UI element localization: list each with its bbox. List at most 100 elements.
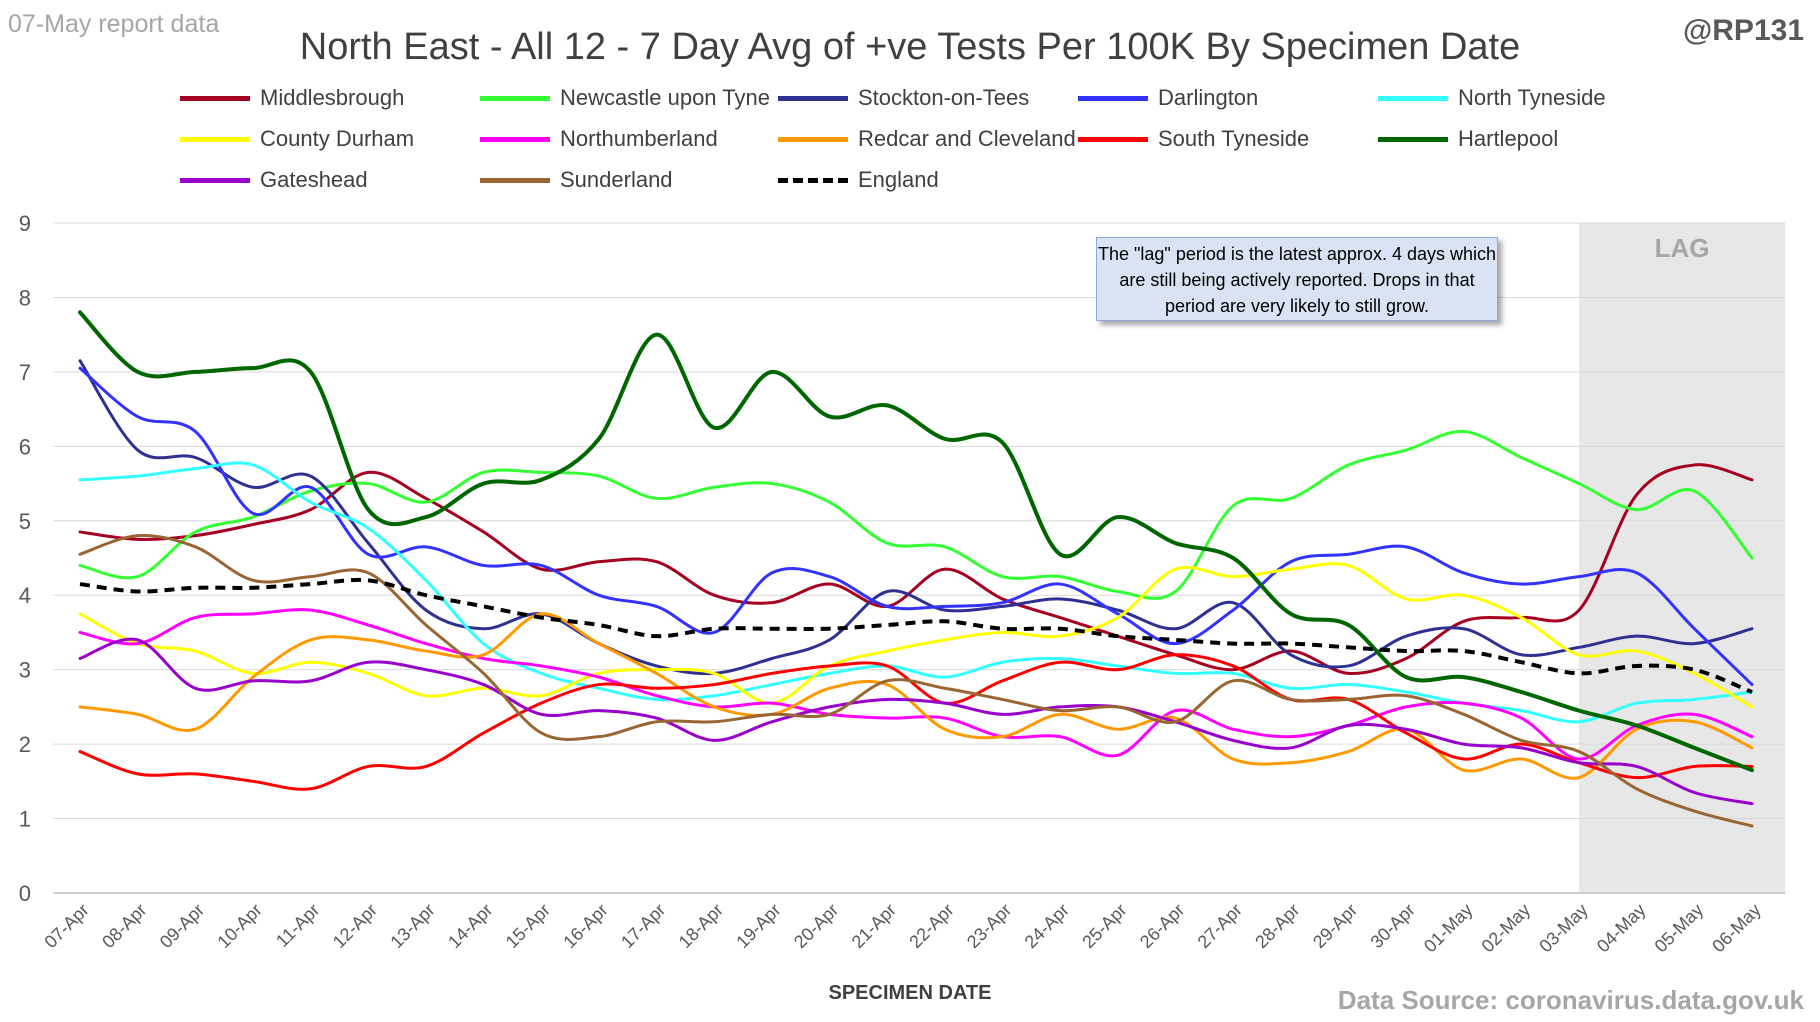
series-line-northumberland: [78, 608, 1754, 761]
x-tick-label: 14-Apr: [444, 900, 496, 952]
y-tick-label: 6: [19, 434, 31, 459]
legend-item-sunderland: Sunderland: [480, 165, 673, 195]
series-line-newcastle-upon-tyne: [78, 429, 1754, 600]
legend-label: Middlesbrough: [260, 85, 405, 110]
legend-item-gateshead: Gateshead: [180, 165, 368, 195]
chart-title: North East - All 12 - 7 Day Avg of +ve T…: [299, 26, 1521, 68]
x-tick-label: 03-May: [1535, 900, 1592, 957]
y-tick-label: 3: [19, 658, 31, 683]
author-handle: @RP131: [1683, 14, 1804, 47]
legend-label: County Durham: [260, 126, 415, 151]
x-tick-label: 12-Apr: [329, 900, 381, 952]
x-tick-label: 08-Apr: [98, 900, 150, 952]
legend-item-middlesbrough: Middlesbrough: [180, 83, 404, 113]
x-tick-label: 28-Apr: [1251, 900, 1303, 952]
legend-label: Darlington: [1158, 85, 1259, 110]
legend-item-darlington: Darlington: [1078, 83, 1258, 113]
legend-item-redcar-and-cleveland: Redcar and Cleveland: [778, 124, 1076, 154]
x-tick-label: 27-Apr: [1194, 900, 1246, 952]
legend-item-county-durham: County Durham: [180, 124, 414, 154]
lag-annotation: The "lag" period is the latest approx. 4…: [1096, 237, 1498, 321]
x-tick-label: 09-Apr: [156, 900, 208, 952]
x-tick-label: 30-Apr: [1367, 900, 1419, 952]
x-tick-label: 23-Apr: [963, 900, 1015, 952]
series-line-middlesbrough: [78, 463, 1754, 675]
x-tick-label: 20-Apr: [790, 900, 842, 952]
y-tick-label: 7: [19, 360, 31, 385]
legend-label: Stockton-on-Tees: [858, 85, 1030, 110]
x-tick-label: 25-Apr: [1078, 900, 1130, 952]
legend-label: Northumberland: [560, 126, 718, 151]
data-source: Data Source: coronavirus.data.gov.uk: [1337, 985, 1804, 1015]
series-line-gateshead: [78, 637, 1754, 806]
x-tick-label: 17-Apr: [617, 900, 669, 952]
legend-item-north-tyneside: North Tyneside: [1378, 83, 1606, 113]
legend-item-south-tyneside: South Tyneside: [1078, 124, 1309, 154]
lag-label: LAG: [1655, 233, 1710, 263]
x-tick-label: 21-Apr: [848, 900, 900, 952]
legend-item-newcastle-upon-tyne: Newcastle upon Tyne: [480, 83, 770, 113]
legend-swatch: [778, 177, 848, 183]
series-line-redcar-and-cleveland: [78, 612, 1754, 780]
x-tick-label: 07-Apr: [40, 900, 92, 952]
legend-label: Sunderland: [560, 167, 673, 192]
x-tick-label: 13-Apr: [386, 900, 438, 952]
x-tick-label: 19-Apr: [732, 900, 784, 952]
legend-swatch: [778, 95, 848, 101]
legend-swatch: [778, 136, 848, 142]
report-date: 07-May report data: [8, 10, 220, 38]
x-tick-label: 01-May: [1420, 900, 1477, 957]
x-tick-label: 29-Apr: [1309, 900, 1361, 952]
legend-label: Newcastle upon Tyne: [560, 85, 770, 110]
legend-swatch: [1078, 136, 1148, 142]
y-tick-label: 4: [19, 583, 31, 608]
legend-label: North Tyneside: [1458, 85, 1606, 110]
legend-label: South Tyneside: [1158, 126, 1310, 151]
series-line-county-durham: [78, 562, 1754, 709]
legend-swatch: [480, 177, 550, 183]
legend-swatch: [1378, 95, 1448, 101]
legend-swatch: [1378, 136, 1448, 142]
x-tick-label: 11-Apr: [272, 900, 323, 951]
x-tick-label: 26-Apr: [1136, 900, 1188, 952]
legend-item-england: England: [778, 165, 939, 195]
legend-label: England: [858, 167, 939, 192]
x-tick-label: 02-May: [1478, 900, 1535, 957]
legend-swatch: [1078, 95, 1148, 101]
legend-swatch: [180, 136, 250, 142]
legend-label: Gateshead: [260, 167, 368, 192]
series-line-stockton-on-tees: [78, 359, 1754, 676]
x-tick-label: 05-May: [1651, 900, 1708, 957]
x-tick-label: 16-Apr: [559, 900, 611, 952]
legend-label: Redcar and Cleveland: [858, 126, 1076, 151]
lag-region: [1579, 223, 1785, 893]
legend-label: Hartlepool: [1458, 126, 1559, 151]
y-tick-label: 9: [19, 211, 31, 236]
series-line-hartlepool: [78, 310, 1754, 773]
series-line-south-tyneside: [78, 653, 1754, 791]
x-tick-label: 15-Apr: [502, 900, 554, 952]
y-tick-label: 0: [19, 881, 31, 906]
series-line-sunderland: [78, 533, 1754, 828]
legend-swatch: [180, 95, 250, 101]
x-tick-label: 04-May: [1593, 900, 1650, 957]
y-tick-label: 5: [19, 509, 31, 534]
y-tick-label: 2: [19, 732, 31, 757]
x-tick-label: 10-Apr: [213, 900, 265, 952]
series-lines: [78, 310, 1754, 828]
legend-item-hartlepool: Hartlepool: [1378, 124, 1558, 154]
y-tick-label: 1: [19, 807, 31, 832]
legend-item-stockton-on-tees: Stockton-on-Tees: [778, 83, 1029, 113]
x-tick-label: 18-Apr: [675, 900, 727, 952]
y-tick-label: 8: [19, 285, 31, 310]
series-line-england: [79, 577, 1753, 694]
y-axis: 0 1 2 3 4 5 6 7 8 9: [19, 211, 31, 906]
legend-swatch: [180, 177, 250, 183]
x-axis: 07-Apr 08-Apr 09-Apr 10-Apr 11-Apr 12-Apr 13-A…: [40, 900, 1764, 957]
legend-swatch: [480, 136, 550, 142]
x-tick-label: 06-May: [1708, 900, 1765, 957]
x-tick-label: 24-Apr: [1021, 900, 1073, 952]
legend-item-northumberland: Northumberland: [480, 124, 718, 154]
gridlines: [53, 222, 1785, 894]
